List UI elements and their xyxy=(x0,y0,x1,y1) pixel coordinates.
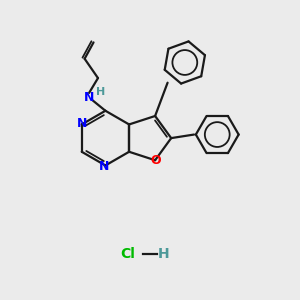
Text: H: H xyxy=(158,247,169,261)
Text: O: O xyxy=(150,154,161,167)
Text: N: N xyxy=(84,91,94,104)
Text: H: H xyxy=(96,87,105,97)
Text: N: N xyxy=(76,117,87,130)
Text: Cl: Cl xyxy=(120,247,135,261)
Text: N: N xyxy=(99,160,109,173)
